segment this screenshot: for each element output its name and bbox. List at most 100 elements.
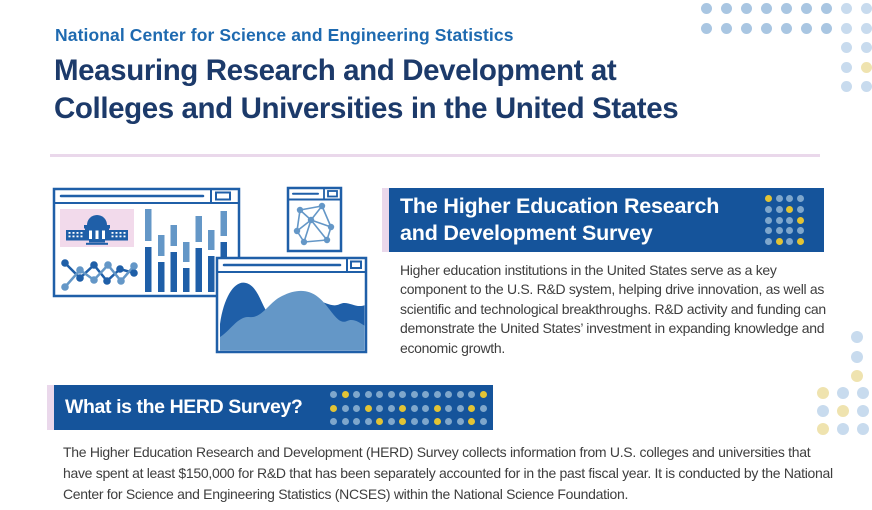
dot [433, 418, 441, 425]
dot [422, 418, 429, 425]
dot [817, 387, 829, 399]
dot [445, 418, 452, 425]
dot [796, 238, 804, 246]
dot [817, 423, 829, 435]
page-title-line-1: Measuring Research and Development at [54, 54, 617, 87]
browser-window-network [286, 186, 343, 253]
dot [456, 418, 464, 425]
dot [861, 42, 872, 53]
dot [701, 3, 712, 14]
dot [376, 418, 383, 425]
dot [410, 404, 418, 412]
dot [422, 391, 429, 398]
dot [376, 404, 383, 412]
dot [861, 22, 872, 34]
window-control-button [327, 190, 338, 198]
dot [775, 216, 783, 224]
dot [387, 391, 395, 398]
dot [701, 22, 712, 34]
dot [445, 404, 452, 412]
dot [821, 3, 832, 14]
dot [445, 391, 452, 398]
dot [796, 205, 804, 213]
dot [837, 387, 849, 399]
dot [410, 391, 418, 398]
survey-description: Higher education institutions in the Uni… [400, 262, 826, 356]
dot [399, 391, 406, 398]
dot [786, 195, 793, 202]
dot [468, 391, 475, 398]
network-diagram-icon [293, 202, 335, 246]
pink-accent-stripe [47, 385, 54, 430]
window-control-button [350, 260, 362, 269]
dot [376, 391, 383, 398]
dot [796, 227, 804, 235]
dot [786, 227, 793, 235]
dot [837, 423, 849, 435]
dot [837, 405, 849, 417]
dot [422, 404, 429, 412]
herd-description: The Higher Education Research and Develo… [63, 444, 833, 502]
dot [765, 205, 772, 213]
dot [851, 370, 863, 382]
dot [765, 238, 772, 246]
herd-banner-panel: What is the HERD Survey? [54, 385, 493, 430]
dot [841, 61, 852, 73]
dot [341, 391, 349, 398]
research-dashboard-illustration [52, 186, 368, 354]
dot [330, 391, 337, 398]
area-chart-icon [220, 282, 365, 351]
dot [841, 81, 852, 92]
dot [399, 404, 406, 412]
dot [364, 418, 372, 425]
dot [741, 3, 752, 14]
survey-heading-line-2: and Development Survey [400, 221, 653, 245]
dot [765, 227, 772, 235]
dot [801, 3, 812, 14]
dot [857, 423, 869, 435]
dot [353, 418, 360, 425]
dot [364, 404, 372, 412]
survey-heading: The Higher Education Research and Develo… [400, 193, 824, 247]
dot [796, 216, 804, 224]
dot [479, 418, 487, 425]
dot [765, 195, 772, 202]
dot [479, 404, 487, 412]
dot [851, 331, 863, 343]
dot [353, 391, 360, 398]
dot [741, 22, 752, 34]
dot [801, 22, 812, 34]
dot [468, 404, 475, 412]
dot [456, 391, 464, 398]
dot [775, 205, 783, 213]
survey-section-header: The Higher Education Research and Develo… [382, 188, 824, 252]
dot [765, 216, 772, 224]
dot [861, 61, 872, 73]
dot [841, 3, 852, 14]
dot [786, 238, 793, 246]
dot [761, 22, 772, 34]
dot [861, 81, 872, 92]
pink-accent-stripe [382, 188, 389, 252]
survey-header-panel: The Higher Education Research and Develo… [389, 188, 824, 252]
dot [399, 418, 406, 425]
dot [721, 22, 732, 34]
herd-heading: What is the HERD Survey? [65, 396, 303, 418]
dot [851, 350, 863, 363]
browser-window-area-chart [215, 256, 368, 354]
dot [821, 22, 832, 34]
dot [410, 418, 418, 425]
page-title: Measuring Research and Development at Co… [54, 52, 679, 128]
dot [857, 405, 869, 417]
dot [781, 22, 792, 34]
dot [796, 195, 804, 202]
dot [775, 238, 783, 246]
dot [841, 22, 852, 34]
line-chart-icon [61, 259, 138, 291]
university-building-icon [60, 209, 134, 247]
dot [761, 3, 772, 14]
dot [387, 418, 395, 425]
dot [456, 404, 464, 412]
survey-heading-line-1: The Higher Education Research [400, 194, 720, 218]
